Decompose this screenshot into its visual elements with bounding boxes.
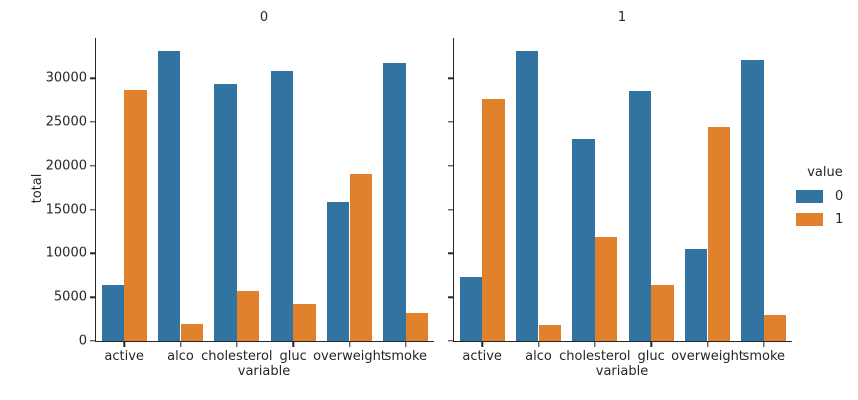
x-tick-mark (405, 342, 407, 347)
bar-facet1-alco-value0 (515, 50, 539, 341)
legend-label-0: 0 (835, 188, 844, 204)
x-axis-label-1: variable (595, 364, 649, 379)
bar-facet0-cholesterol-value0 (214, 84, 237, 341)
bar-facet0-gluc-value1 (293, 304, 316, 341)
legend-label-1: 1 (835, 211, 844, 227)
y-tick-label: 5000 (53, 289, 87, 305)
x-tick-label-active: active (104, 349, 144, 364)
x-axis-label-0: variable (237, 364, 291, 379)
x-tick-label-overweight: overweight (671, 349, 744, 364)
bar-facet1-active-value1 (482, 99, 505, 341)
y-tick-label: 30000 (45, 70, 87, 86)
x-tick-mark (123, 342, 125, 347)
bar-facet1-overweight-value0 (684, 248, 708, 341)
x-tick-label-active: active (462, 349, 502, 364)
facet-title-1: 1 (617, 10, 627, 25)
x-tick-label-smoke: smoke (384, 349, 428, 364)
legend-swatch-0 (796, 189, 823, 203)
x-tick-label-overweight: overweight (313, 349, 386, 364)
y-tick-mark (90, 121, 95, 123)
y-tick-label: 0 (78, 333, 87, 349)
y-tick-label: 15000 (45, 202, 87, 218)
x-tick-mark (650, 342, 652, 347)
y-tick-label: 20000 (45, 158, 87, 174)
x-tick-mark (706, 342, 709, 347)
bar-facet0-cholesterol-value1 (236, 291, 260, 341)
x-tick-mark (236, 342, 238, 347)
bar-facet0-alco-value1 (180, 324, 204, 341)
facet-title-0: 0 (259, 10, 269, 25)
x-tick-label-cholesterol: cholesterol (201, 349, 273, 364)
y-tick-mark (448, 165, 453, 167)
y-tick-mark (90, 165, 95, 167)
x-tick-mark (763, 342, 765, 347)
y-tick-mark (448, 252, 453, 255)
x-tick-label-smoke: smoke (742, 349, 786, 364)
bar-facet0-gluc-value0 (270, 71, 294, 341)
legend-entry-0: 0 (796, 188, 854, 204)
x-tick-mark (481, 342, 483, 347)
y-tick-mark (448, 340, 453, 342)
legend-swatch-1 (796, 212, 823, 226)
bar-facet1-smoke-value1 (763, 315, 787, 341)
y-tick-label: 10000 (45, 245, 87, 261)
plot-area-facet-1: active alco cholesterol gluc overweight smoke (448, 38, 792, 364)
y-tick-mark (448, 208, 453, 211)
x-tick-label-gluc: gluc (637, 349, 665, 364)
plot-area-facet-0: 0 5000 10000 15000 20000 25000 30000 active alco… (46, 38, 434, 364)
bar-facet1-gluc-value1 (651, 285, 674, 341)
bar-facet1-active-value0 (459, 276, 483, 341)
x-tick-mark (537, 342, 540, 347)
bar-facet0-smoke-value1 (405, 312, 429, 341)
x-tick-mark (348, 342, 351, 347)
bar-facet0-alco-value0 (157, 51, 181, 341)
bar-facet1-smoke-value0 (741, 60, 764, 341)
x-tick-mark (292, 342, 294, 347)
legend-title: value (807, 165, 843, 180)
x-tick-label-alco: alco (525, 349, 552, 364)
y-axis-label: total (30, 173, 45, 204)
x-tick-label-cholesterol: cholesterol (559, 349, 631, 364)
legend: value 0 1 (796, 165, 854, 227)
bar-facet0-smoke-value0 (383, 62, 406, 341)
y-tick-mark (448, 121, 453, 123)
y-tick-mark (90, 208, 95, 211)
y-tick-mark (448, 296, 453, 298)
bar-facet1-cholesterol-value0 (572, 139, 595, 341)
bar-facet0-active-value0 (101, 285, 125, 341)
y-tick-mark (448, 77, 453, 79)
y-tick-mark (90, 77, 95, 79)
y-tick-label: 25000 (45, 114, 87, 130)
legend-entry-1: 1 (796, 211, 854, 227)
y-tick-mark (90, 340, 95, 342)
bar-facet1-gluc-value0 (628, 90, 652, 341)
x-tick-label-alco: alco (167, 349, 194, 364)
x-tick-mark (179, 342, 182, 347)
y-tick-mark (90, 252, 95, 255)
bar-facet0-overweight-value1 (349, 173, 373, 341)
y-tick-mark (90, 296, 95, 298)
bar-facet1-alco-value1 (538, 325, 562, 341)
bar-facet0-active-value1 (124, 90, 147, 341)
bar-facet0-overweight-value0 (326, 201, 350, 341)
x-tick-mark (594, 342, 596, 347)
x-tick-label-gluc: gluc (279, 349, 307, 364)
bar-facet1-overweight-value1 (707, 126, 731, 341)
bar-facet1-cholesterol-value1 (594, 236, 618, 341)
